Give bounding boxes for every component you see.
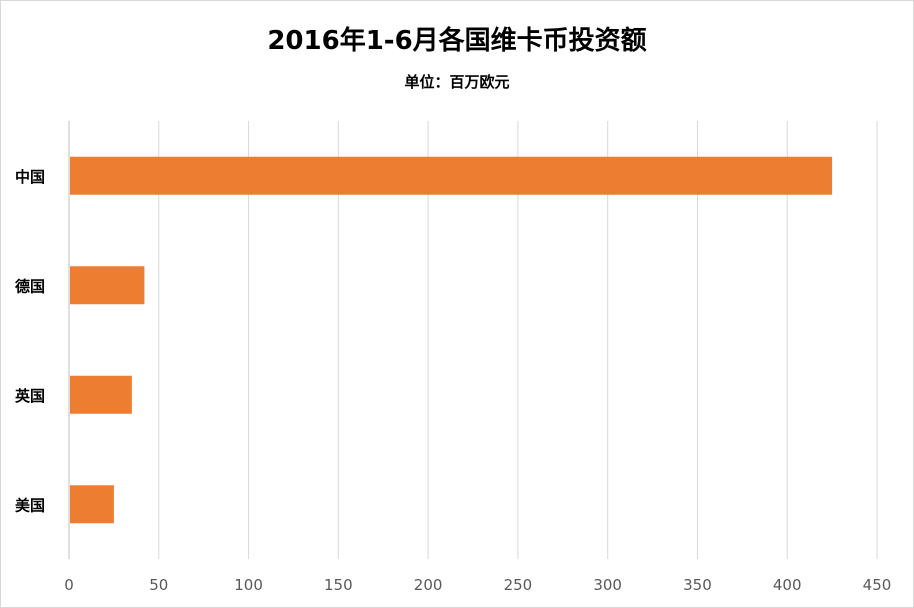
x-tick-label: 200: [414, 576, 443, 594]
x-tick-label: 450: [863, 576, 892, 594]
x-tick-label: 100: [234, 576, 263, 594]
bar-2: [70, 375, 132, 414]
bar-1: [70, 266, 145, 305]
x-tick-label: 350: [683, 576, 712, 594]
x-tick-label: 0: [64, 576, 74, 594]
bar-3: [70, 485, 114, 524]
category-label: 美国: [15, 496, 45, 514]
x-tick-label: 400: [773, 576, 802, 594]
chart-title: 2016年1-6月各国维卡币投资额: [267, 26, 647, 56]
category-label: 中国: [15, 168, 45, 186]
category-label: 英国: [15, 387, 45, 405]
x-tick-label: 300: [593, 576, 622, 594]
chart-subtitle: 单位：百万欧元: [404, 73, 510, 91]
x-tick-label: 150: [324, 576, 353, 594]
category-label: 德国: [15, 277, 45, 295]
x-tick-label: 250: [504, 576, 533, 594]
x-tick-label: 50: [149, 576, 168, 594]
bar-0: [70, 156, 833, 195]
